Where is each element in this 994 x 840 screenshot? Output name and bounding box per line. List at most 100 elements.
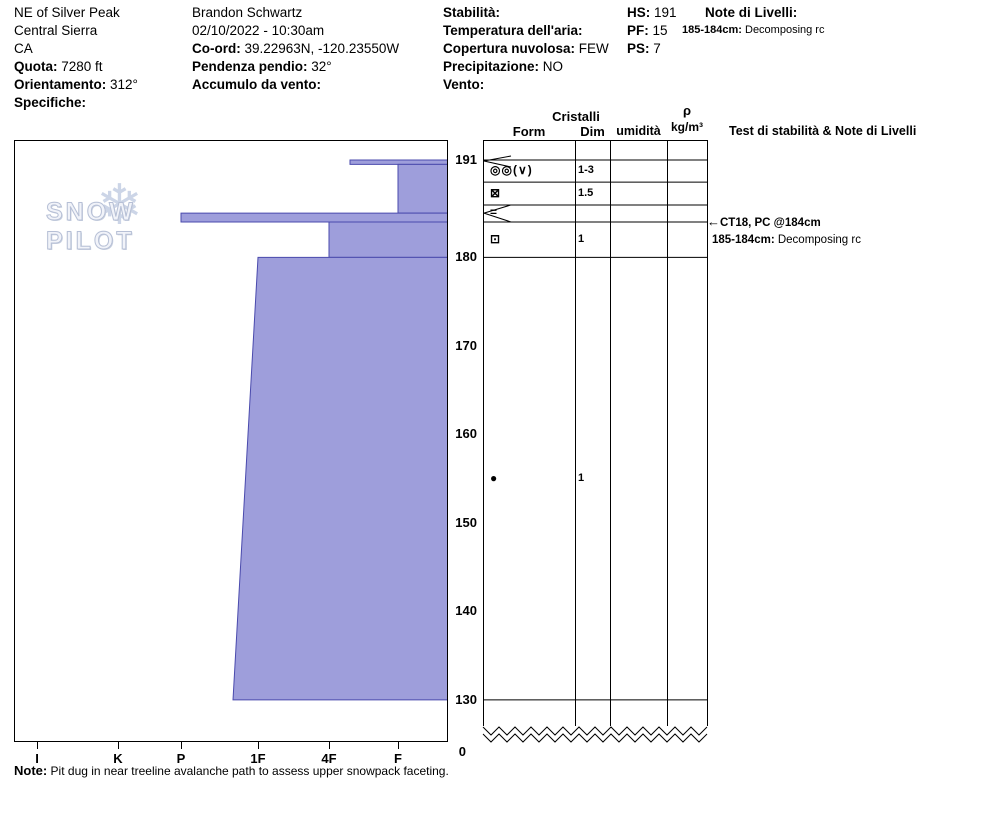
header-field-value: CA	[14, 41, 33, 56]
header-field-c4-l1: 185-184cm: Decomposing rc	[682, 22, 824, 39]
depth-tick-label-191: 191	[455, 152, 477, 167]
pit-note-label: Note:	[14, 763, 48, 778]
header-field-value: FEW	[575, 41, 609, 56]
header-field-label: Co-ord:	[192, 41, 241, 56]
depth-break-zigzag	[482, 733, 708, 743]
profile-plot-border	[14, 140, 448, 742]
header-field-c2-l3: Precipitazione: NO	[443, 58, 563, 75]
header-field-value: 312°	[106, 77, 138, 92]
header-field-label: Temperatura dell'aria:	[443, 23, 583, 38]
header-field-value: 7280 ft	[57, 59, 103, 74]
stability-test-result: ←CT18, PC @184cm	[707, 214, 821, 229]
header-field-value: NO	[539, 59, 564, 74]
header-field-c1-l3: Pendenza pendio: 32°	[192, 58, 332, 75]
header-field-label: Precipitazione:	[443, 59, 540, 74]
hardness-tick-label-P: P	[176, 751, 186, 766]
depth-tick-label-ground: 0	[458, 744, 466, 759]
layer-leader-line	[483, 155, 512, 162]
header-field-value: Decomposing rc	[741, 24, 825, 36]
pit-note: Note: Pit dug in near treeline avalanche…	[14, 763, 449, 778]
header-field-c2-l2: Copertura nuvolosa: FEW	[443, 40, 609, 57]
depth-tick-label-150: 150	[455, 514, 477, 530]
grain-form-symbol-184-180cm: ⊡	[490, 231, 502, 246]
header-field-value: 39.22963N, -120.23550W	[240, 41, 400, 56]
snow-layer-180-130cm	[232, 256, 448, 701]
header-field-label: 185-184cm:	[682, 24, 742, 36]
header-field-c4-l0: Note di Livelli:	[705, 4, 797, 21]
header-field-c1-l4: Accumulo da vento:	[192, 76, 321, 93]
hardness-tick-label-I: I	[35, 751, 39, 766]
pit-note-text: Pit dug in near treeline avalanche path …	[47, 764, 449, 778]
header-field-value: Brandon Schwartz	[192, 5, 303, 20]
hardness-tick-label-K: K	[113, 751, 123, 766]
grain-form-symbol-180-130cm: ●	[490, 470, 499, 485]
header-field-c0-l4: Orientamento: 312°	[14, 76, 138, 93]
stability-test-label: CT18, PC @184cm	[720, 216, 821, 229]
header-field-c3-l2: PS: 7	[627, 40, 661, 57]
depth-tick-label-130: 130	[455, 691, 477, 707]
header-field-c2-l1: Temperatura dell'aria:	[443, 22, 583, 39]
header-field-c2-l4: Vento:	[443, 76, 484, 93]
header-field-label: Specifiche:	[14, 95, 87, 110]
header-field-label: Stabilità:	[443, 5, 501, 20]
layer-note: 185-184cm: Decomposing rc	[712, 234, 861, 246]
grain-form-symbol-191-188.5cm: ◎◎(∨)	[490, 163, 533, 178]
snow-layer-191-190.5cm	[349, 159, 448, 165]
watermark-text: SNOW PILOT	[46, 198, 136, 256]
layer-leader-line	[483, 204, 512, 214]
depth-tick-label-170: 170	[455, 337, 477, 353]
header-field-c3-l0: HS: 191	[627, 4, 677, 21]
header-field-label: Copertura nuvolosa:	[443, 41, 576, 56]
grain-dim-180-130cm: 1	[578, 471, 585, 484]
header-field-label: Pendenza pendio:	[192, 59, 308, 74]
depth-tick-label-180: 180	[455, 249, 477, 265]
header-field-value: 7	[649, 41, 661, 56]
layer-note-text: Decomposing rc	[774, 233, 861, 246]
header-field-label: Quota:	[14, 59, 58, 74]
header-field-c0-l3: Quota: 7280 ft	[14, 58, 103, 75]
hardness-tick-label-4F: 4F	[321, 751, 337, 766]
header-field-value: 191	[650, 5, 677, 20]
hardness-tick-label-1F: 1F	[250, 751, 266, 766]
snowpilot-watermark: ❄ SNOW PILOT	[44, 173, 234, 256]
grain-dim-184-180cm: 1	[578, 232, 585, 245]
header-field-c3-l1: PF: 15	[627, 22, 668, 39]
header-field-c0-l5: Specifiche:	[14, 94, 86, 111]
header-field-label: HS:	[627, 5, 651, 20]
header-field-label: PS:	[627, 41, 650, 56]
col-header-wetness: umidità	[616, 124, 661, 138]
snowflake-icon: ❄	[96, 173, 143, 236]
grain-form-symbol-188.5-185cm: ⊠	[490, 185, 502, 200]
col-header-density-unit: kg/m³	[670, 120, 703, 134]
header-field-c0-l1: Central Sierra	[14, 22, 97, 39]
header-field-c0-l2: CA	[14, 40, 33, 57]
snow-layer-190.5-185cm	[397, 163, 448, 214]
depth-break-zigzag	[482, 726, 708, 736]
header-field-value: 15	[648, 23, 668, 38]
header-field-value: Central Sierra	[14, 23, 98, 38]
grain-dim-188.5-185cm: 1.5	[578, 186, 594, 199]
header-field-label: PF:	[627, 23, 649, 38]
header-field-c0-l0: NE of Silver Peak	[14, 4, 120, 21]
header-field-value: NE of Silver Peak	[14, 5, 120, 20]
snow-layer-184-180cm	[328, 221, 448, 258]
layer-leader-line	[483, 212, 512, 223]
header-field-c2-l0: Stabilità:	[443, 4, 500, 21]
col-header-stability-tests: Test di stabilità & Note di Livelli	[729, 124, 917, 138]
header-field-c1-l2: Co-ord: 39.22963N, -120.23550W	[192, 40, 399, 57]
col-header-cristalli: Cristalli	[552, 109, 600, 124]
layer-note-depth: 185-184cm:	[712, 233, 775, 246]
header-field-value: 32°	[307, 59, 332, 74]
grain-form-symbol-185-184cm: =	[490, 205, 499, 220]
depth-tick-label-160: 160	[455, 426, 477, 442]
header-field-label: Note di Livelli:	[705, 5, 798, 20]
header-field-c1-l0: Brandon Schwartz	[192, 4, 302, 21]
header-field-label: Vento:	[443, 77, 485, 92]
grain-dim-191-188.5cm: 1-3	[578, 164, 594, 177]
header-field-c1-l1: 02/10/2022 - 10:30am	[192, 22, 324, 39]
hardness-tick-label-F: F	[394, 751, 402, 766]
col-header-dim: Dim	[580, 124, 605, 139]
left-arrow-icon: ←	[707, 213, 720, 229]
